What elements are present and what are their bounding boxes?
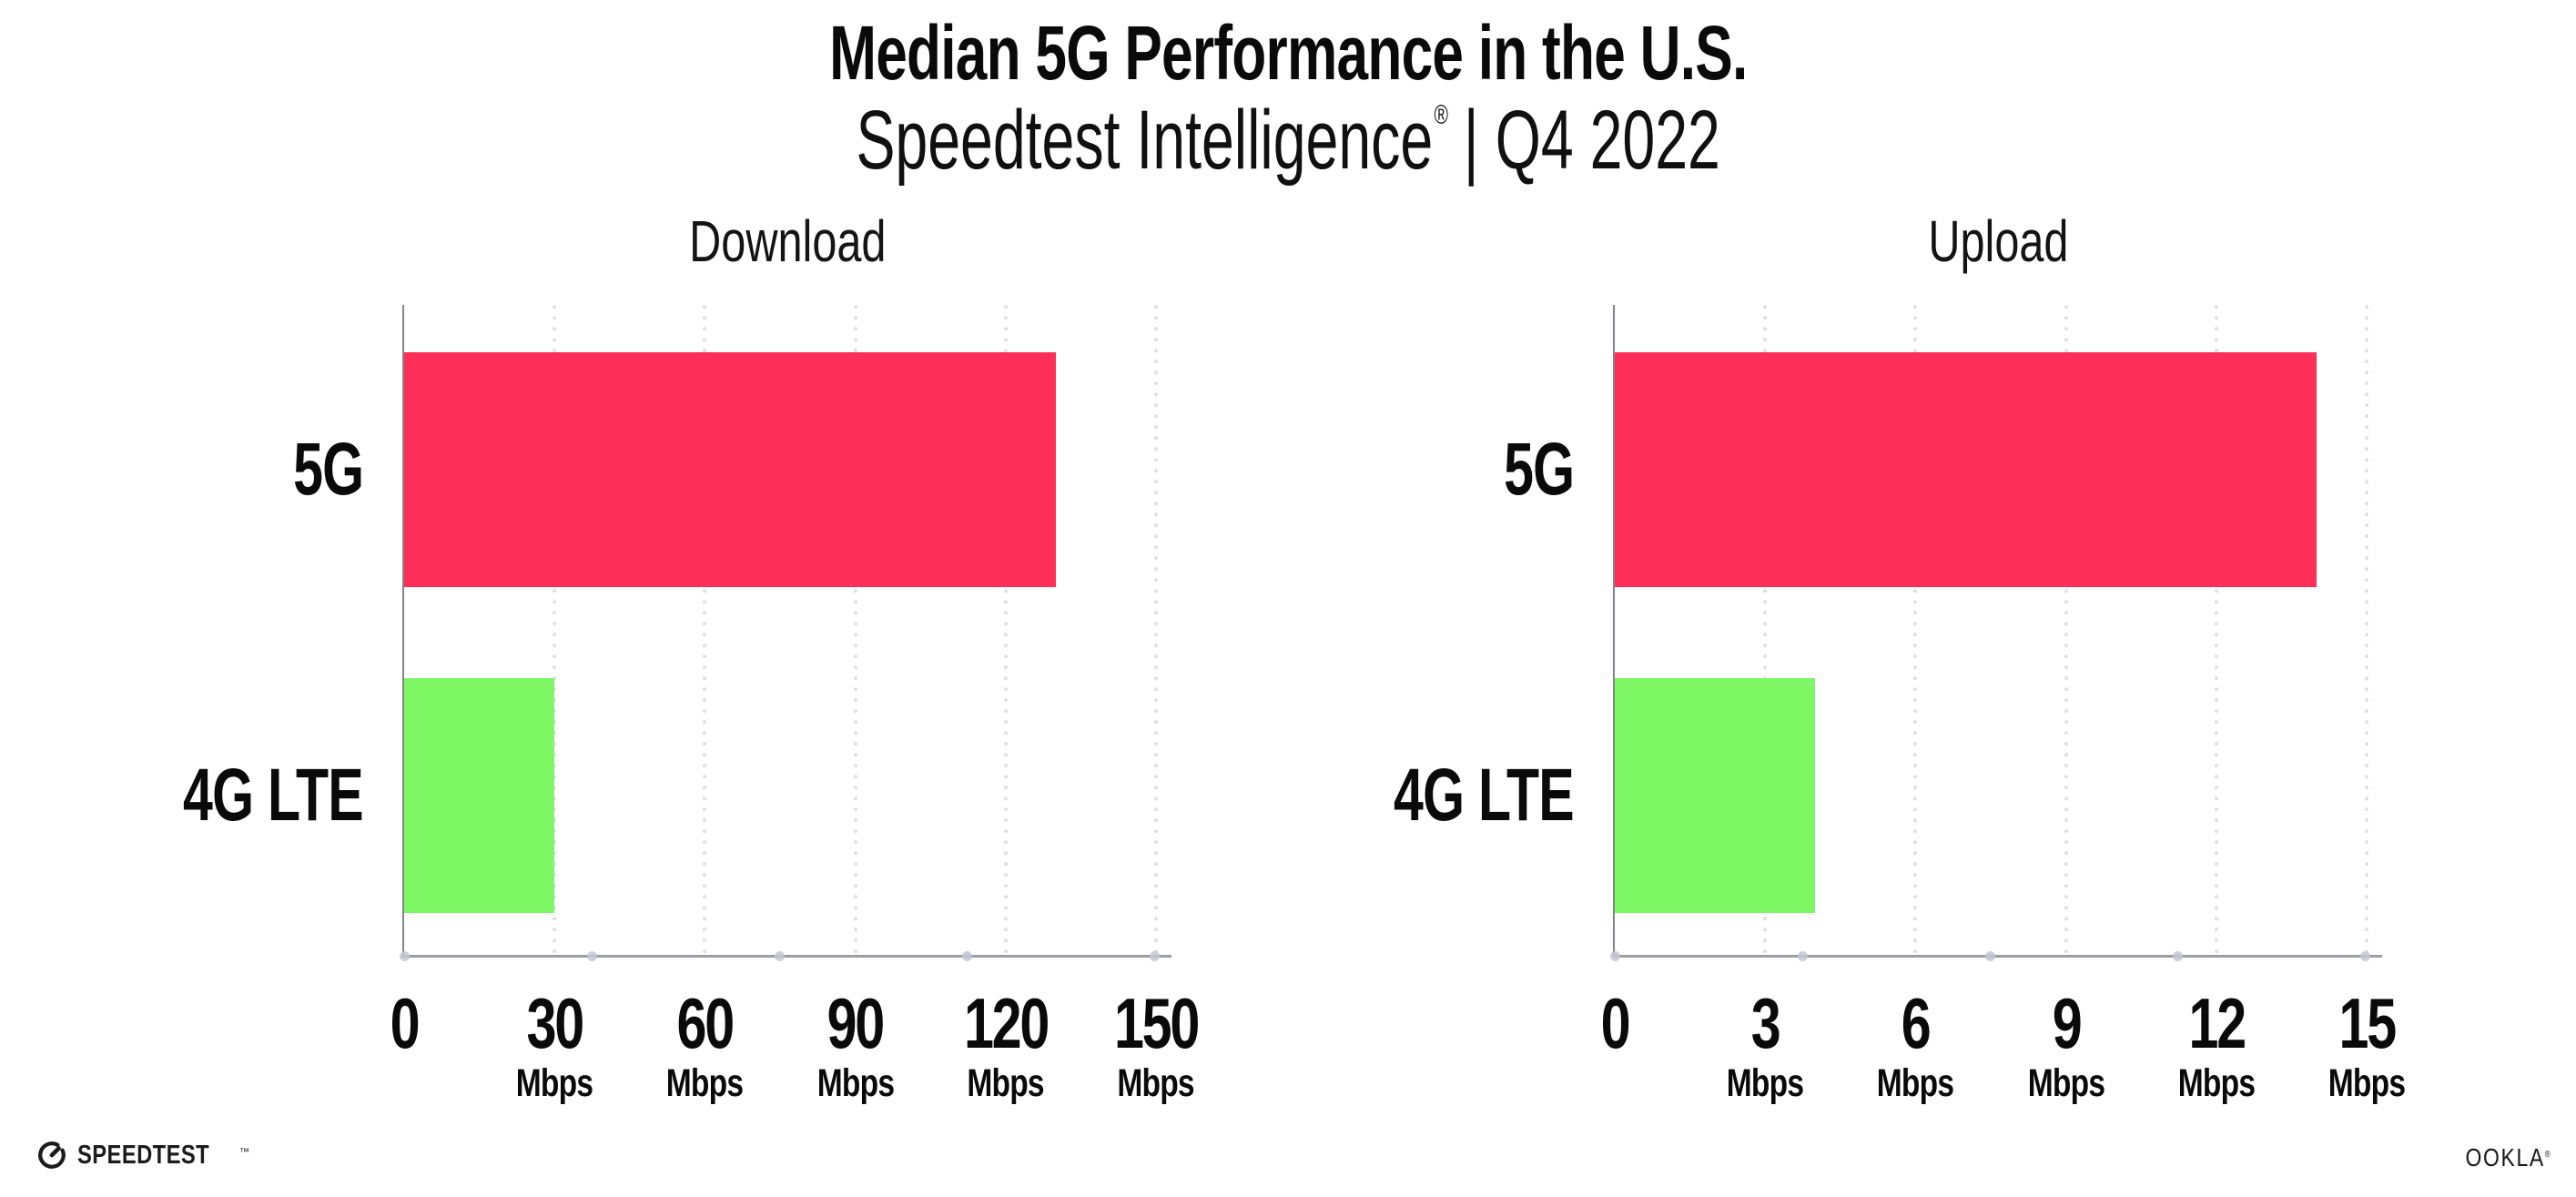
tick-unit: Mbps [2027, 1061, 2104, 1105]
category-label-4g-lte: 4G LTE [1394, 754, 1575, 837]
x-axis-tick-label: 150 Mbps [1100, 988, 1211, 1103]
tick-unit: Mbps [515, 1061, 593, 1105]
speedtest-gauge-icon [38, 1141, 66, 1169]
axis-tick-dot [1150, 951, 1160, 961]
header: Median 5G Performance in the U.S. Speedt… [0, 0, 2576, 185]
x-axis-tick-label: 0 [386, 988, 422, 1059]
x-axis-tick-label: 12 Mbps [2167, 988, 2266, 1103]
tick-value: 3 [1750, 983, 1781, 1063]
subtitle-separator: | [1463, 94, 1479, 188]
gridline [2064, 305, 2068, 955]
tick-unit: Mbps [666, 1061, 744, 1105]
download-chart-title: Download [689, 208, 887, 274]
page-title: Median 5G Performance in the U.S. [0, 10, 2576, 96]
bar-4g-lte [1615, 678, 1816, 913]
bar-5g [404, 352, 1056, 587]
tick-value: 120 [963, 983, 1050, 1063]
ookla-logo: OOKLA® [2447, 1145, 2551, 1171]
upload-chart-plot: Upload 5G 4G LTE 0 3 Mbps 6 Mbps 9 Mbps 12 Mbps 15 M… [1394, 212, 2406, 1103]
tick-value: 0 [1600, 983, 1631, 1063]
x-axis-tick-label: 3 Mbps [1716, 988, 1814, 1103]
subtitle-brand: Speedtest Intelligence [856, 94, 1434, 188]
gridline [2214, 305, 2218, 955]
tick-value: 90 [827, 983, 886, 1063]
gridline [1154, 305, 1158, 955]
axis-tick-dot [775, 951, 785, 961]
axis-tick-dot [587, 951, 597, 961]
x-axis-tick-label: 15 Mbps [2317, 988, 2416, 1103]
gauge-needle [49, 1146, 61, 1158]
tick-value: 0 [390, 983, 421, 1063]
bar-4g-lte [404, 678, 555, 913]
page-title-text: Median 5G Performance in the U.S. [828, 10, 1748, 96]
x-axis-tick-label: 90 Mbps [806, 988, 904, 1103]
tick-value: 15 [2338, 983, 2397, 1063]
speedtest-wordmark: SPEEDTEST ™ [77, 1140, 249, 1170]
gridline [2365, 305, 2368, 955]
gridline [853, 305, 857, 955]
axis-tick-dot [1610, 951, 1620, 961]
tick-unit: Mbps [816, 1061, 894, 1105]
gridline [1913, 305, 1918, 955]
category-label-4g-lte: 4G LTE [183, 754, 364, 837]
axis-tick-dot [2360, 951, 2370, 961]
download-chart-plot: Download 5G 4G LTE 0 30 Mbps 60 Mbps 90 Mbps 120 M… [183, 212, 1200, 1103]
tick-unit: Mbps [1117, 1061, 1195, 1105]
x-axis-tick-label: 60 Mbps [655, 988, 754, 1103]
registered-trademark-symbol: ® [1434, 99, 1448, 130]
axis-tick-dot [400, 951, 410, 961]
tick-unit: Mbps [1726, 1061, 1804, 1105]
tick-value: 60 [676, 983, 735, 1063]
category-label-5g: 5G [1503, 428, 1575, 511]
x-axis-tick-label: 120 Mbps [950, 988, 1060, 1103]
ookla-registered-symbol: ® [2544, 1150, 2551, 1160]
tick-unit: Mbps [967, 1061, 1045, 1105]
x-axis-tick-label: 6 Mbps [1866, 988, 1964, 1103]
bar-5g [1615, 352, 2317, 587]
speedtest-logo: SPEEDTEST ™ [36, 1140, 249, 1171]
axis-tick-dot [2173, 951, 2183, 961]
category-label-5g: 5G [292, 428, 364, 511]
tick-value: 9 [2052, 983, 2082, 1063]
axis-tick-dot [962, 951, 972, 961]
gridline [553, 305, 557, 955]
axis-tick-dot [1798, 951, 1808, 961]
trademark-symbol: ™ [238, 1146, 249, 1158]
gridline [1763, 305, 1768, 955]
axis-tick-dot [1985, 951, 1995, 961]
x-axis-tick-label: 0 [1597, 988, 1633, 1059]
tick-value: 30 [526, 983, 584, 1063]
tick-value: 6 [1902, 983, 1932, 1063]
x-axis-tick-label: 30 Mbps [505, 988, 603, 1103]
gridline [1003, 305, 1008, 955]
tick-unit: Mbps [1877, 1061, 1954, 1105]
x-axis-tick-label: 9 Mbps [2016, 988, 2115, 1103]
upload-chart-title: Upload [1928, 208, 2069, 274]
page-subtitle: Speedtest Intelligence® | Q4 2022 [0, 96, 2576, 185]
tick-unit: Mbps [2177, 1061, 2256, 1105]
tick-value: 12 [2188, 983, 2246, 1063]
ookla-wordmark: OOKLA [2465, 1143, 2545, 1172]
gridline [703, 305, 707, 955]
subtitle-period: Q4 2022 [1495, 94, 1720, 188]
tick-unit: Mbps [2328, 1061, 2406, 1105]
tick-value: 150 [1113, 983, 1200, 1063]
